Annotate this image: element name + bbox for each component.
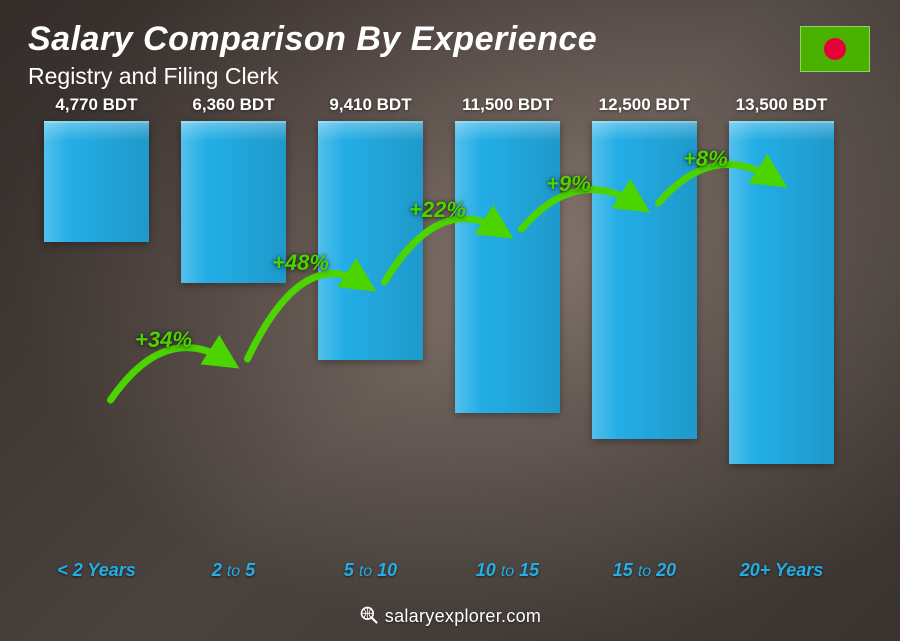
bar-slot: 13,500 BDT xyxy=(713,95,850,551)
bar-value-label: 11,500 BDT xyxy=(462,95,553,115)
chart-container: Salary Comparison By Experience Registry… xyxy=(0,0,900,641)
bar xyxy=(318,121,422,360)
bar-slot: 6,360 BDT xyxy=(165,95,302,551)
flag-circle-icon xyxy=(824,38,846,60)
chart-subtitle: Registry and Filing Clerk xyxy=(28,63,872,90)
bar-value-label: 12,500 BDT xyxy=(599,95,691,115)
bar-value-label: 4,770 BDT xyxy=(55,95,137,115)
footer-attribution: salaryexplorer.com xyxy=(0,605,900,627)
x-axis-label: 15 to 20 xyxy=(576,560,713,581)
x-axis-label: < 2 Years xyxy=(28,560,165,581)
x-axis-label: 2 to 5 xyxy=(165,560,302,581)
bar xyxy=(181,121,285,283)
bars-row: 4,770 BDT 6,360 BDT 9,410 BDT 11,500 BDT 12,… xyxy=(28,95,850,551)
bar xyxy=(455,121,559,413)
globe-search-icon xyxy=(359,605,379,625)
x-axis-labels: < 2 Years2 to 55 to 1010 to 1515 to 2020… xyxy=(28,560,850,581)
x-axis-label: 10 to 15 xyxy=(439,560,576,581)
bar-value-label: 13,500 BDT xyxy=(736,95,828,115)
bar xyxy=(729,121,833,464)
footer-text: salaryexplorer.com xyxy=(385,606,541,626)
bar-slot: 11,500 BDT xyxy=(439,95,576,551)
bar-slot: 12,500 BDT xyxy=(576,95,713,551)
country-flag xyxy=(800,26,870,72)
bar xyxy=(44,121,148,242)
bar-value-label: 9,410 BDT xyxy=(329,95,411,115)
x-axis-label: 5 to 10 xyxy=(302,560,439,581)
x-axis-label: 20+ Years xyxy=(713,560,850,581)
chart-title: Salary Comparison By Experience xyxy=(28,20,872,59)
bar-slot: 9,410 BDT xyxy=(302,95,439,551)
bar-slot: 4,770 BDT xyxy=(28,95,165,551)
bar xyxy=(592,121,696,439)
bar-value-label: 6,360 BDT xyxy=(192,95,274,115)
chart-area: 4,770 BDT 6,360 BDT 9,410 BDT 11,500 BDT 12,… xyxy=(28,95,850,581)
